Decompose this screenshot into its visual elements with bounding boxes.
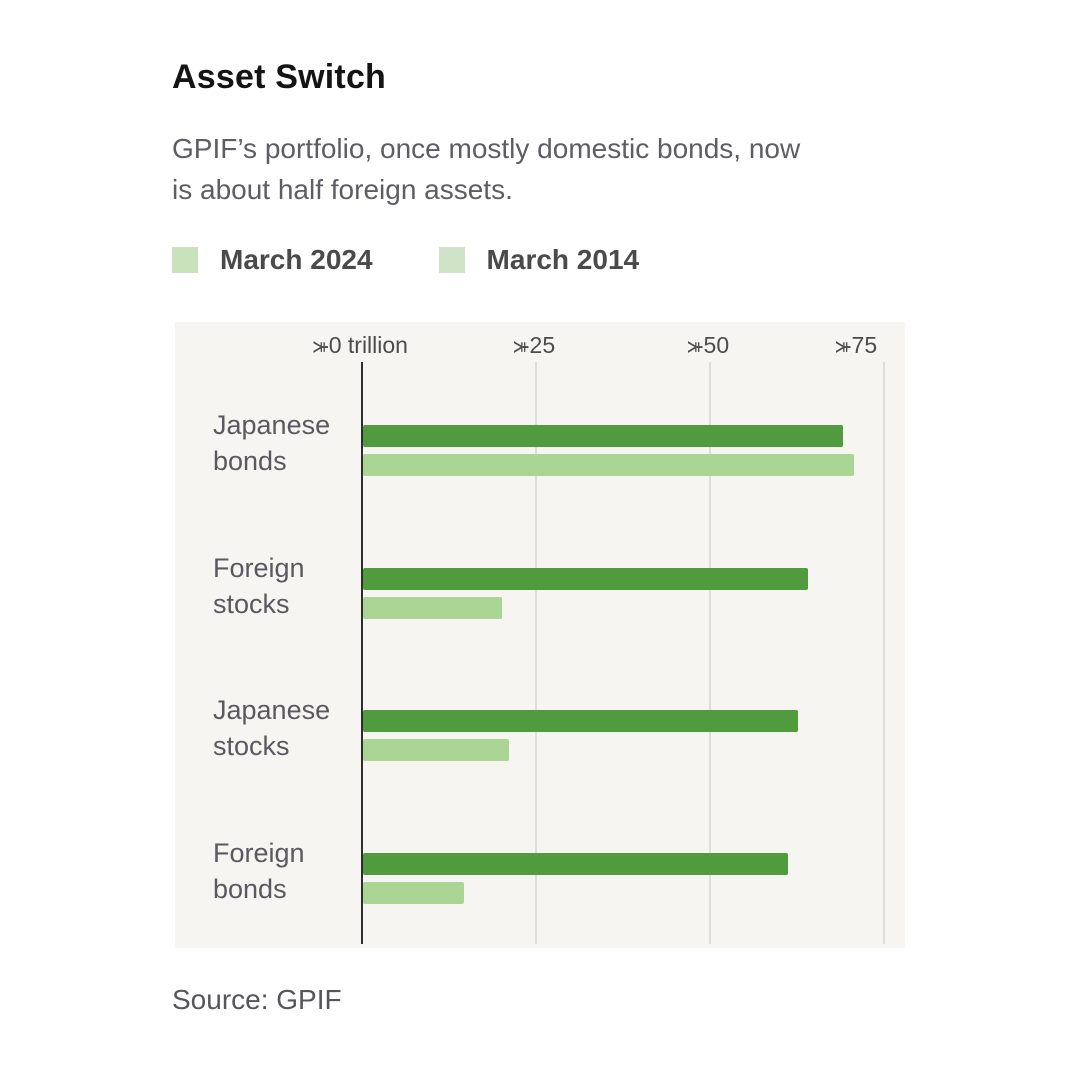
axis-tick-label: ¥25 [511,332,556,359]
bar-march-2014 [363,882,464,904]
subtitle-line-1: GPIF’s portfolio, once mostly domestic b… [172,133,801,164]
bar-march-2024 [363,568,808,590]
yen-symbol: ¥ [832,341,856,353]
category-label: Foreign bonds [213,838,305,904]
axis-tick-label: ¥75 [833,332,878,359]
gridline [709,362,711,944]
category-label: Japanese stocks [213,695,331,761]
bar-march-2024 [363,710,798,732]
tick-text: 25 [529,332,556,358]
tick-text: 50 [703,332,730,358]
legend-label: March 2014 [486,244,640,275]
bar-march-2014 [363,597,502,619]
gridline [883,362,885,944]
chart-legend: March 2024 March 2014 [172,244,639,276]
tick-text: 0 trillion [328,332,408,358]
axis-tick-label: ¥50 [685,332,730,359]
gridline [535,362,537,944]
legend-swatch-march-2024 [172,247,198,273]
source-note: Source: GPIF [172,984,342,1015]
legend-swatch-march-2014 [438,247,465,273]
bar-march-2014 [363,739,509,761]
legend-item-march-2024: March 2024 [172,244,373,276]
y-axis-line [361,362,363,944]
bar-march-2014 [363,454,854,476]
axis-tick-label: ¥0 trillion [310,332,408,359]
subtitle-line-2: is about half foreign assets. [172,174,513,205]
chart-subtitle: GPIF’s portfolio, once mostly domestic b… [172,128,800,210]
legend-item-march-2014: March 2014 [438,244,640,276]
bar-march-2024 [363,853,788,875]
category-label: Foreign stocks [213,553,305,619]
yen-symbol: ¥ [510,341,534,353]
category-label: Japanese bonds [213,410,331,476]
yen-symbol: ¥ [309,341,333,353]
bar-march-2024 [363,425,843,447]
bar-chart: ¥0 trillion ¥25 ¥50 ¥75 Japanese bonds Foreig… [175,322,905,948]
legend-label: March 2024 [220,244,373,275]
tick-text: 75 [851,332,878,358]
page-title: Asset Switch [172,58,387,96]
yen-symbol: ¥ [684,341,708,353]
